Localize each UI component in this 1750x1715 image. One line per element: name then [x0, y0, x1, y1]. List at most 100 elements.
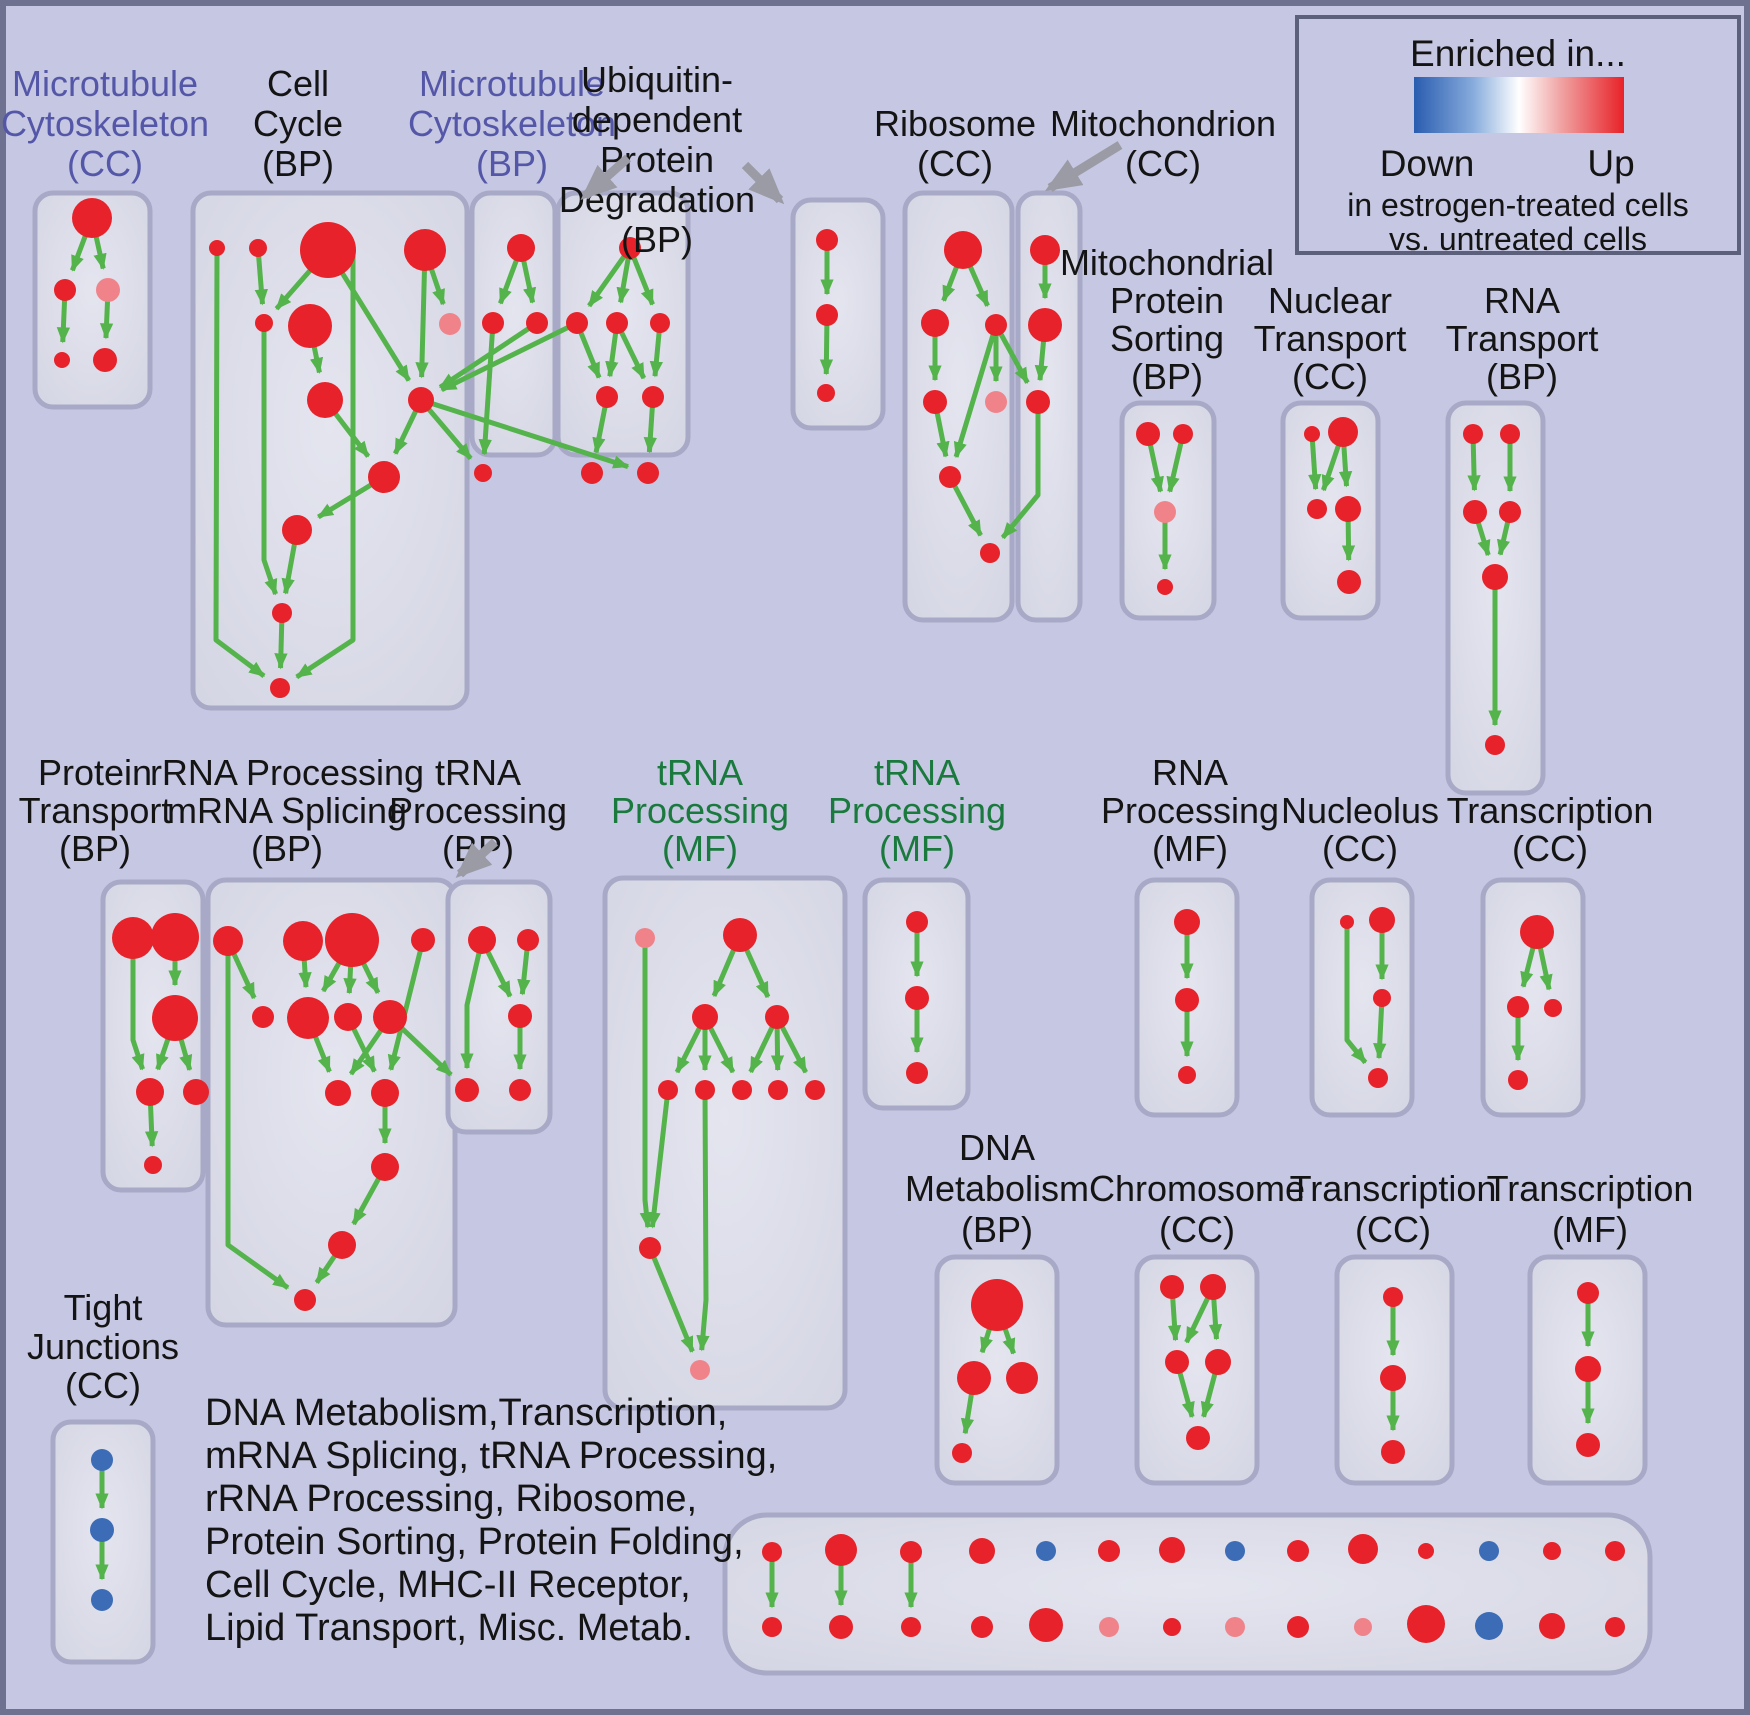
edge-arrow: [261, 323, 278, 596]
cluster-label: Chromosome (CC): [1089, 1168, 1305, 1250]
go-term-node: [209, 240, 225, 256]
go-term-node: [969, 1538, 995, 1564]
go-term-node: [1544, 999, 1562, 1017]
go-term-node: [325, 913, 379, 967]
edge-arrow: [254, 247, 268, 306]
go-term-node: [1605, 1617, 1625, 1637]
go-term-node: [307, 382, 343, 418]
cluster-label: tRNA Processing (MF): [828, 752, 1006, 869]
go-term-node: [294, 1289, 316, 1311]
edge-arrow: [587, 246, 633, 308]
go-term-node: [404, 229, 446, 271]
edge-arrow: [225, 941, 290, 1290]
go-term-node: [411, 928, 435, 952]
go-term-node: [517, 929, 539, 951]
edge-arrow: [415, 249, 429, 379]
go-term-node: [637, 462, 659, 484]
go-term-node: [334, 1003, 362, 1031]
legend-subtitle-line2: vs. untreated cells: [1389, 221, 1647, 257]
go-term-node: [900, 1541, 922, 1563]
go-term-node: [985, 314, 1007, 336]
go-term-node: [581, 462, 603, 484]
go-term-node: [1328, 417, 1358, 447]
go-term-node: [952, 1443, 972, 1463]
edge-arrow: [213, 247, 266, 678]
go-term-node: [371, 1153, 399, 1181]
go-term-node: [1026, 390, 1050, 414]
edge-arrow: [387, 939, 426, 1072]
edge-arrow: [1308, 433, 1322, 491]
go-term-node: [921, 309, 949, 337]
legend-subtitle-line1: in estrogen-treated cells: [1347, 187, 1689, 223]
go-term-node: [90, 1518, 114, 1542]
go-term-node: [1475, 1612, 1503, 1640]
go-term-node: [1418, 1543, 1434, 1559]
go-term-node: [1383, 1287, 1403, 1307]
go-term-node: [1030, 235, 1060, 265]
edge-arrow: [639, 938, 653, 1229]
go-term-node: [1154, 501, 1176, 523]
go-term-node: [1373, 989, 1391, 1007]
go-term-node: [1605, 1541, 1625, 1561]
go-term-node: [971, 1279, 1023, 1331]
go-term-node: [825, 1534, 857, 1566]
footnote-line: mRNA Splicing, tRNA Processing,: [205, 1435, 778, 1477]
go-term-node: [54, 352, 70, 368]
legend-down-label: Down: [1379, 143, 1475, 184]
go-term-node: [509, 1079, 531, 1101]
go-term-node: [816, 229, 838, 251]
go-term-node: [1028, 308, 1062, 342]
go-term-node: [1159, 1537, 1185, 1563]
cluster-label: Mitochondrion (CC): [1050, 103, 1276, 184]
go-term-node: [300, 222, 356, 278]
go-term-node: [596, 386, 618, 408]
go-term-node: [408, 387, 434, 413]
go-term-node: [1006, 1362, 1038, 1394]
go-term-node: [526, 312, 548, 334]
go-term-node: [1099, 1617, 1119, 1637]
cluster-label: Microtubule Cytoskeleton (BP): [408, 63, 616, 184]
pointer-arrow: [741, 161, 785, 205]
legend-color-gradient-bar: [1414, 77, 1624, 133]
go-term-node: [1485, 735, 1505, 755]
go-term-node: [723, 918, 757, 952]
go-term-node: [829, 1615, 853, 1639]
go-term-node: [1407, 1605, 1445, 1643]
go-term-node: [508, 1004, 532, 1028]
pointer-arrow: [580, 154, 631, 200]
edge-arrow: [696, 1089, 710, 1352]
go-term-node: [1369, 907, 1395, 933]
edge-arrow: [1344, 922, 1368, 1065]
cluster-box: [790, 197, 886, 431]
go-term-node: [768, 1080, 788, 1100]
go-term-node: [1335, 496, 1361, 522]
go-term-node: [762, 1542, 782, 1562]
go-term-node: [1499, 501, 1521, 523]
go-term-node: [1304, 426, 1320, 442]
go-term-node: [96, 278, 120, 302]
go-term-node: [1175, 988, 1199, 1012]
go-term-node: [1508, 1070, 1528, 1090]
merged-clusters-footnote: DNA Metabolism,Transcription, mRNA Splic…: [205, 1392, 777, 1650]
footnote-line: rRNA Processing, Ribosome,: [205, 1478, 698, 1520]
go-term-node: [1539, 1613, 1565, 1639]
cluster-label: tRNA Processing (MF): [611, 752, 789, 869]
go-term-node: [606, 312, 628, 334]
go-term-node: [136, 1078, 164, 1106]
go-term-node: [1520, 915, 1554, 949]
go-term-node: [817, 384, 835, 402]
go-term-node: [732, 1080, 752, 1100]
edge-arrow: [1000, 402, 1041, 540]
cluster-label: Nuclear Transport (CC): [1254, 280, 1407, 397]
edge-arrow: [953, 324, 999, 459]
cluster-box: [1280, 400, 1381, 621]
go-term-node: [1160, 1275, 1184, 1299]
go-term-node: [72, 198, 112, 238]
go-term-node: [1463, 500, 1487, 524]
cluster-label: tRNA Processing (BP): [389, 752, 567, 869]
pointer-arrow: [1044, 141, 1123, 192]
go-term-node: [906, 911, 928, 933]
go-term-node: [765, 1005, 789, 1029]
go-term-node: [1287, 1540, 1309, 1562]
